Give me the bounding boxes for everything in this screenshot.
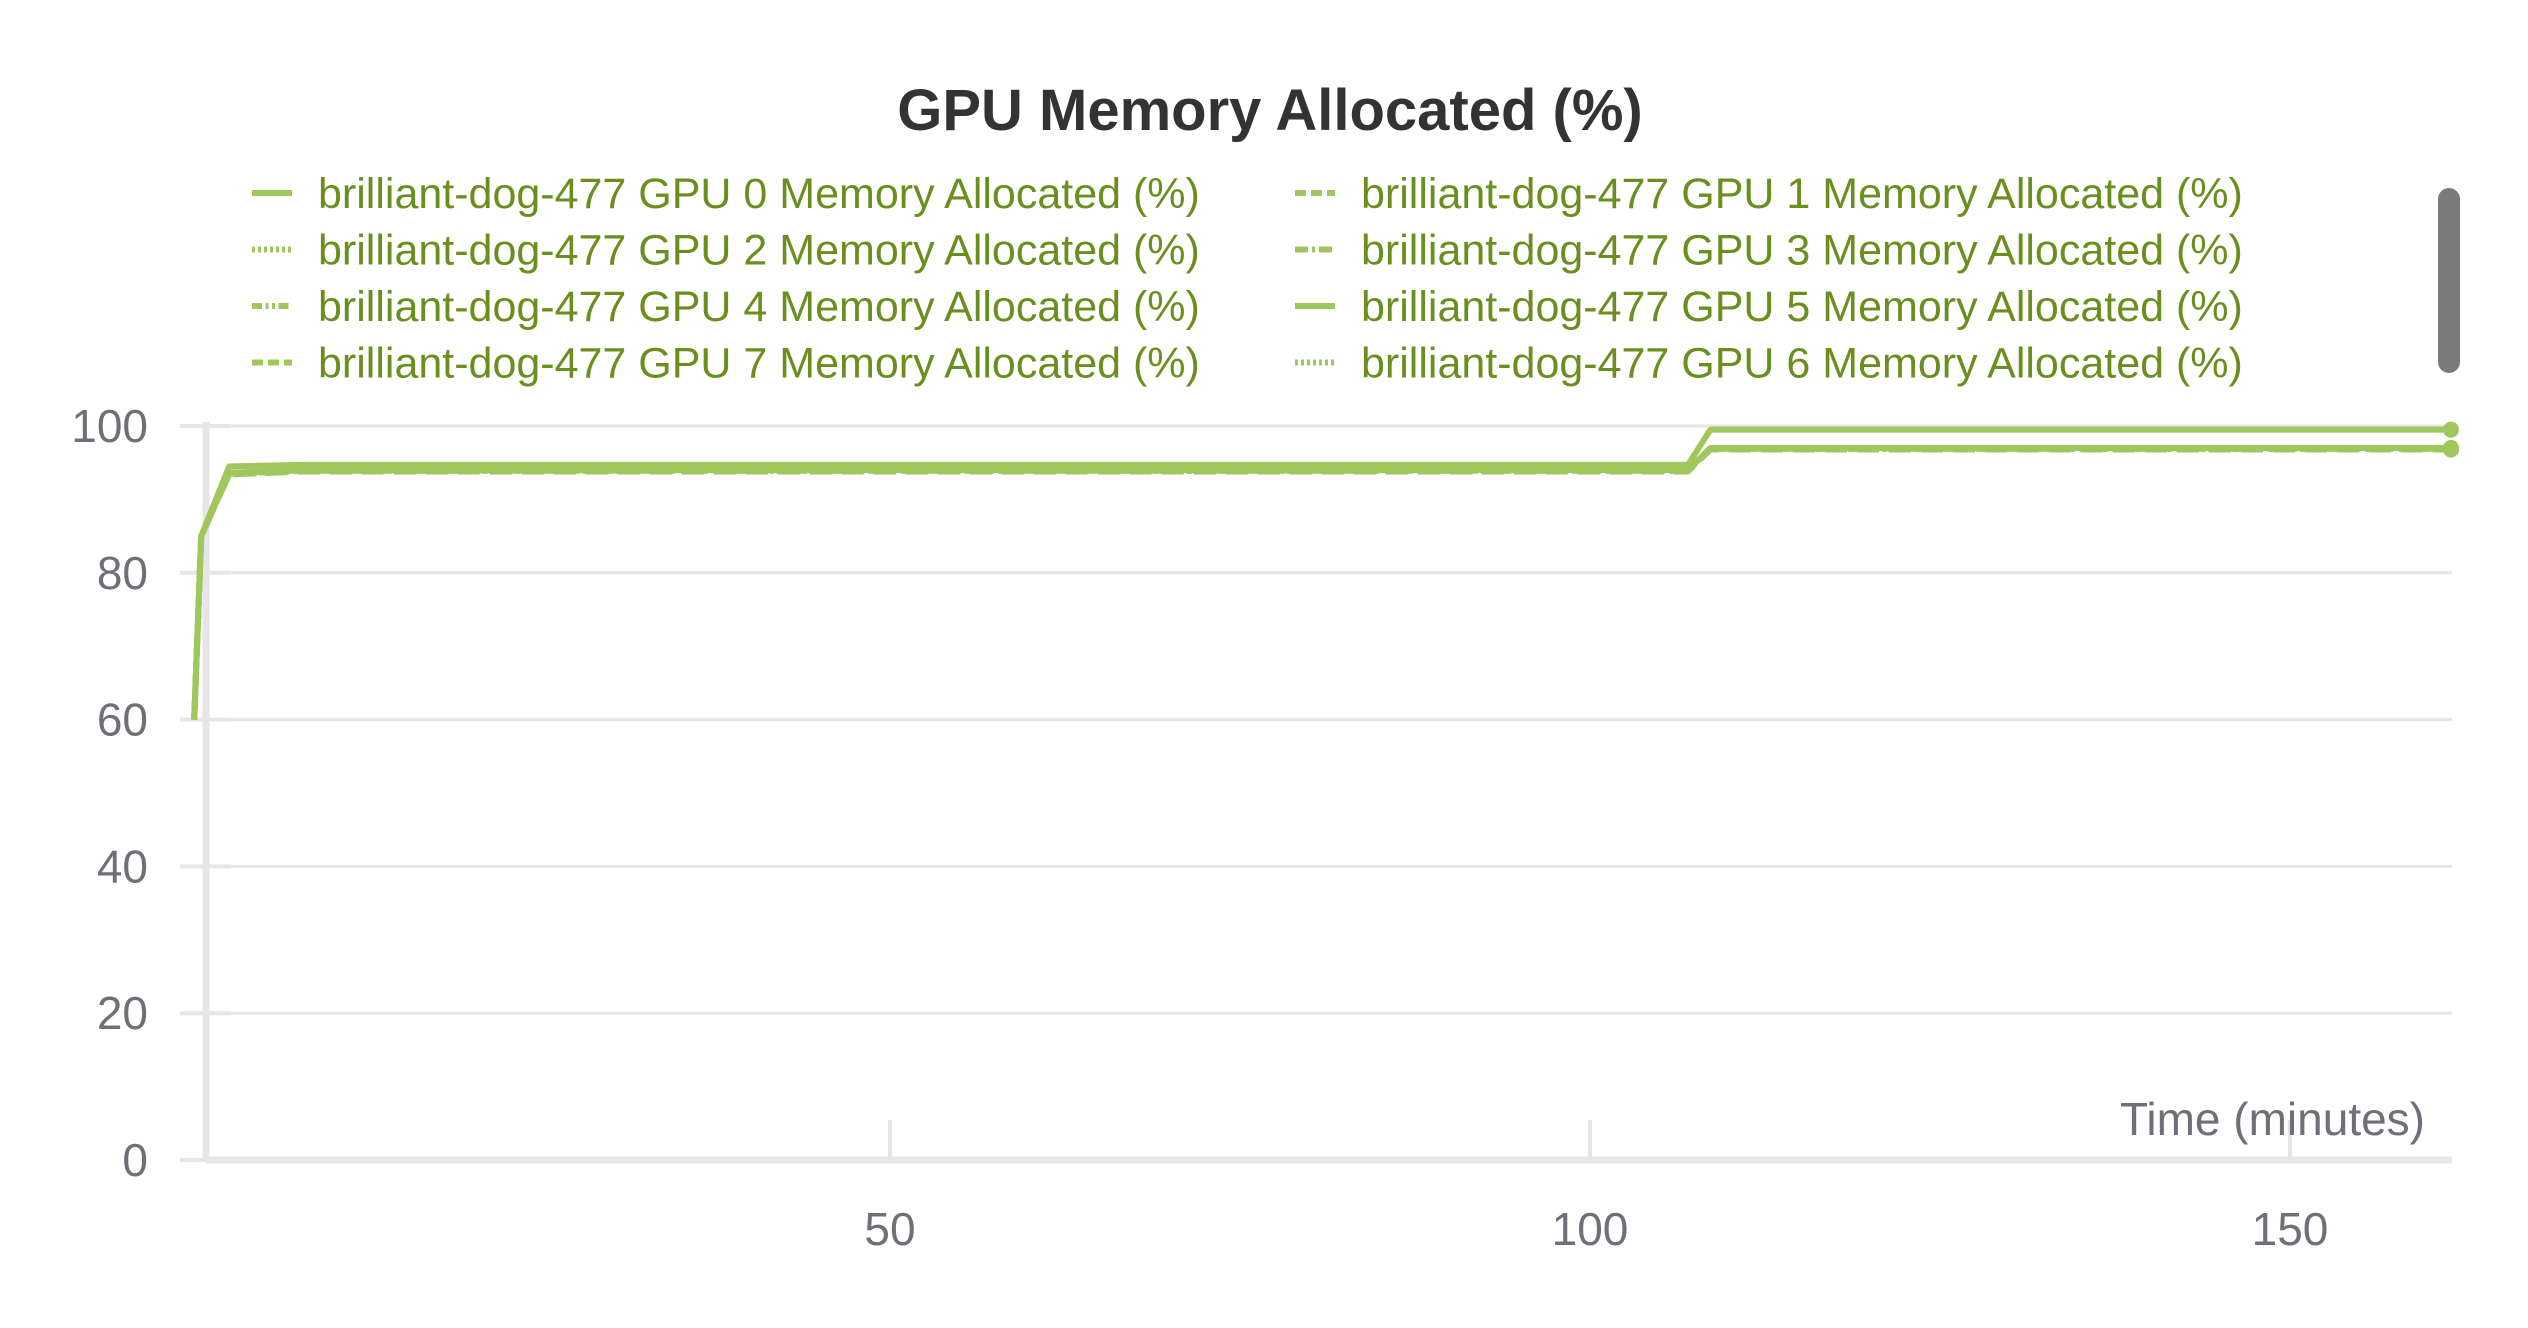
legend: brilliant-dog-477 GPU 0 Memory Allocated… bbox=[252, 170, 2243, 388]
series-end-point bbox=[2443, 421, 2459, 438]
series-line bbox=[191, 446, 2451, 720]
legend-scrollbar[interactable] bbox=[2438, 188, 2460, 373]
x-tick-label: 50 bbox=[864, 1203, 915, 1255]
y-tick-label: 20 bbox=[97, 987, 148, 1039]
y-tick-label: 0 bbox=[122, 1134, 148, 1186]
series-line bbox=[191, 445, 2451, 720]
y-tick-label: 40 bbox=[97, 840, 148, 892]
series-end-point bbox=[2443, 440, 2459, 457]
y-tick-label: 60 bbox=[97, 694, 148, 746]
legend-entry: brilliant-dog-477 GPU 0 Memory Allocated… bbox=[318, 170, 1200, 218]
legend-entry: brilliant-dog-477 GPU 2 Memory Allocated… bbox=[318, 227, 1200, 275]
series-line bbox=[191, 446, 2451, 720]
series-line bbox=[191, 445, 2451, 720]
legend-entry: brilliant-dog-477 GPU 1 Memory Allocated… bbox=[1361, 170, 2243, 218]
legend-entry: brilliant-dog-477 GPU 3 Memory Allocated… bbox=[1361, 227, 2243, 275]
grid bbox=[206, 424, 2452, 1162]
series-line bbox=[191, 445, 2451, 720]
x-tick-label: 100 bbox=[1552, 1203, 1629, 1255]
y-tick-label: 80 bbox=[97, 547, 148, 599]
axes: 0 20 40 60 80 100 50 100 150 bbox=[71, 400, 2452, 1255]
series-line bbox=[191, 445, 2451, 720]
legend-entry: brilliant-dog-477 GPU 4 Memory Allocated… bbox=[318, 283, 1200, 331]
chart-title: GPU Memory Allocated (%) bbox=[897, 78, 1643, 143]
x-axis-label: Time (minutes) bbox=[2120, 1093, 2425, 1145]
series-lines bbox=[191, 421, 2459, 720]
legend-entry: brilliant-dog-477 GPU 5 Memory Allocated… bbox=[1361, 283, 2243, 331]
series-line bbox=[191, 445, 2451, 720]
y-tick-label: 100 bbox=[71, 400, 148, 452]
legend-entry: brilliant-dog-477 GPU 6 Memory Allocated… bbox=[1361, 340, 2243, 388]
x-tick-label: 150 bbox=[2252, 1203, 2329, 1255]
legend-entry: brilliant-dog-477 GPU 7 Memory Allocated… bbox=[318, 340, 1200, 388]
